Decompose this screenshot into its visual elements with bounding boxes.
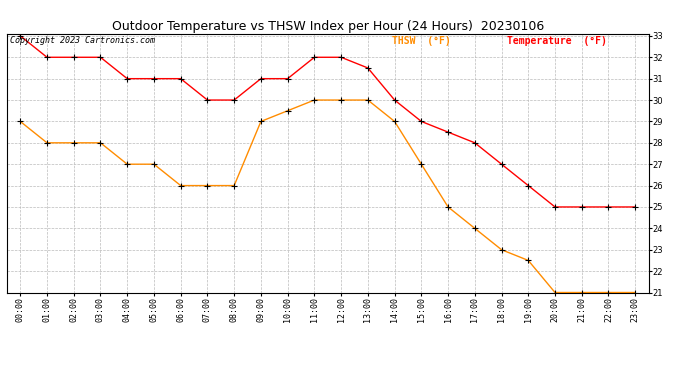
Text: Copyright 2023 Cartronics.com: Copyright 2023 Cartronics.com bbox=[10, 36, 155, 45]
Text: Temperature  (°F): Temperature (°F) bbox=[507, 36, 607, 46]
Text: THSW  (°F): THSW (°F) bbox=[392, 36, 451, 46]
Title: Outdoor Temperature vs THSW Index per Hour (24 Hours)  20230106: Outdoor Temperature vs THSW Index per Ho… bbox=[112, 20, 544, 33]
